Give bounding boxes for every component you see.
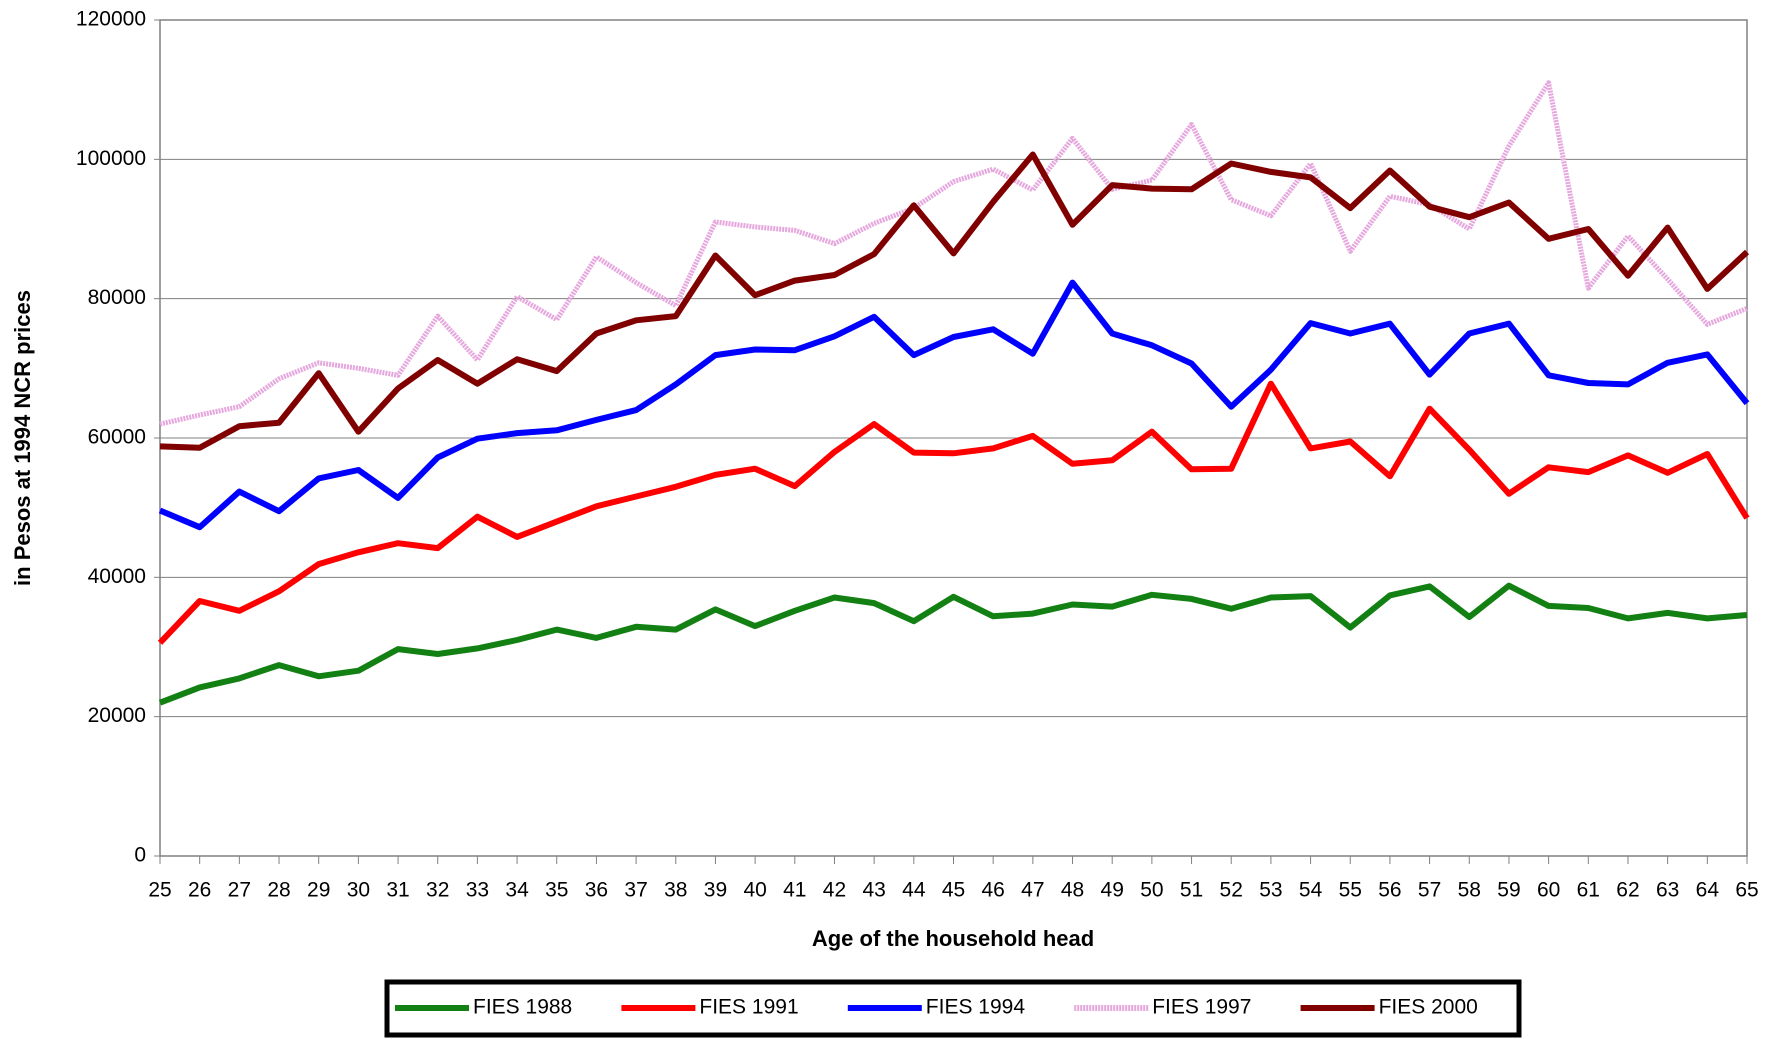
x-tick-label: 33	[466, 879, 489, 902]
x-tick-label: 47	[1021, 879, 1044, 902]
y-tick-label: 20000	[88, 704, 146, 727]
data-line	[159, 80, 1748, 427]
x-tick-label: 61	[1577, 879, 1600, 902]
x-tick-label: 40	[743, 879, 766, 902]
x-tick-label: 55	[1339, 879, 1362, 902]
x-tick-label: 58	[1458, 879, 1481, 902]
x-tick-label: 46	[981, 879, 1004, 902]
x-tick-label: 35	[545, 879, 568, 902]
x-tick-label: 42	[823, 879, 846, 902]
x-tick-label: 60	[1537, 879, 1560, 902]
y-axis-title: in Pesos at 1994 NCR prices	[10, 290, 35, 586]
x-tick-label: 26	[188, 879, 211, 902]
x-tick-label: 53	[1259, 879, 1282, 902]
x-tick-label: 64	[1696, 879, 1720, 902]
y-tick-label: 40000	[88, 565, 146, 588]
x-axis-title: Age of the household head	[812, 926, 1094, 951]
x-tick-label: 56	[1378, 879, 1401, 902]
x-tick-label: 41	[783, 879, 806, 902]
y-tick-label: 60000	[88, 426, 146, 449]
x-tick-label: 31	[386, 879, 409, 902]
x-tick-label: 38	[664, 879, 687, 902]
y-tick-label: 80000	[88, 286, 146, 309]
x-tick-label: 54	[1299, 879, 1323, 902]
x-tick-label: 65	[1735, 879, 1758, 902]
x-tick-label: 30	[347, 879, 370, 902]
data-line	[158, 582, 1748, 706]
legend-label: FIES 1997	[1152, 996, 1251, 1019]
x-tick-label: 27	[228, 879, 251, 902]
x-tick-label: 36	[585, 879, 608, 902]
x-tick-label: 63	[1656, 879, 1679, 902]
x-tick-label: 57	[1418, 879, 1441, 902]
data-line	[158, 279, 1750, 531]
x-tick-label: 62	[1616, 879, 1639, 902]
x-tick-label: 37	[624, 879, 647, 902]
legend-label: FIES 2000	[1379, 996, 1478, 1019]
legend-label: FIES 1991	[699, 996, 798, 1019]
x-tick-label: 50	[1140, 879, 1163, 902]
x-tick-label: 44	[902, 879, 926, 902]
legend-label: FIES 1988	[473, 996, 572, 1019]
x-tick-label: 43	[862, 879, 885, 902]
legend-label: FIES 1994	[926, 996, 1026, 1019]
y-tick-label: 0	[134, 844, 146, 867]
data-line	[157, 380, 1750, 645]
x-tick-label: 51	[1180, 879, 1203, 902]
x-tick-label: 28	[267, 879, 290, 902]
y-tick-label: 100000	[76, 147, 146, 170]
data-line	[159, 151, 1750, 451]
y-tick-label: 120000	[76, 8, 146, 31]
x-tick-label: 34	[505, 879, 529, 902]
x-tick-label: 29	[307, 879, 330, 902]
x-tick-label: 39	[704, 879, 727, 902]
x-tick-label: 49	[1101, 879, 1124, 902]
x-tick-label: 52	[1220, 879, 1243, 902]
x-tick-label: 32	[426, 879, 449, 902]
x-tick-label: 45	[942, 879, 965, 902]
x-tick-label: 59	[1497, 879, 1520, 902]
x-tick-label: 48	[1061, 879, 1084, 902]
x-tick-label: 25	[148, 879, 171, 902]
